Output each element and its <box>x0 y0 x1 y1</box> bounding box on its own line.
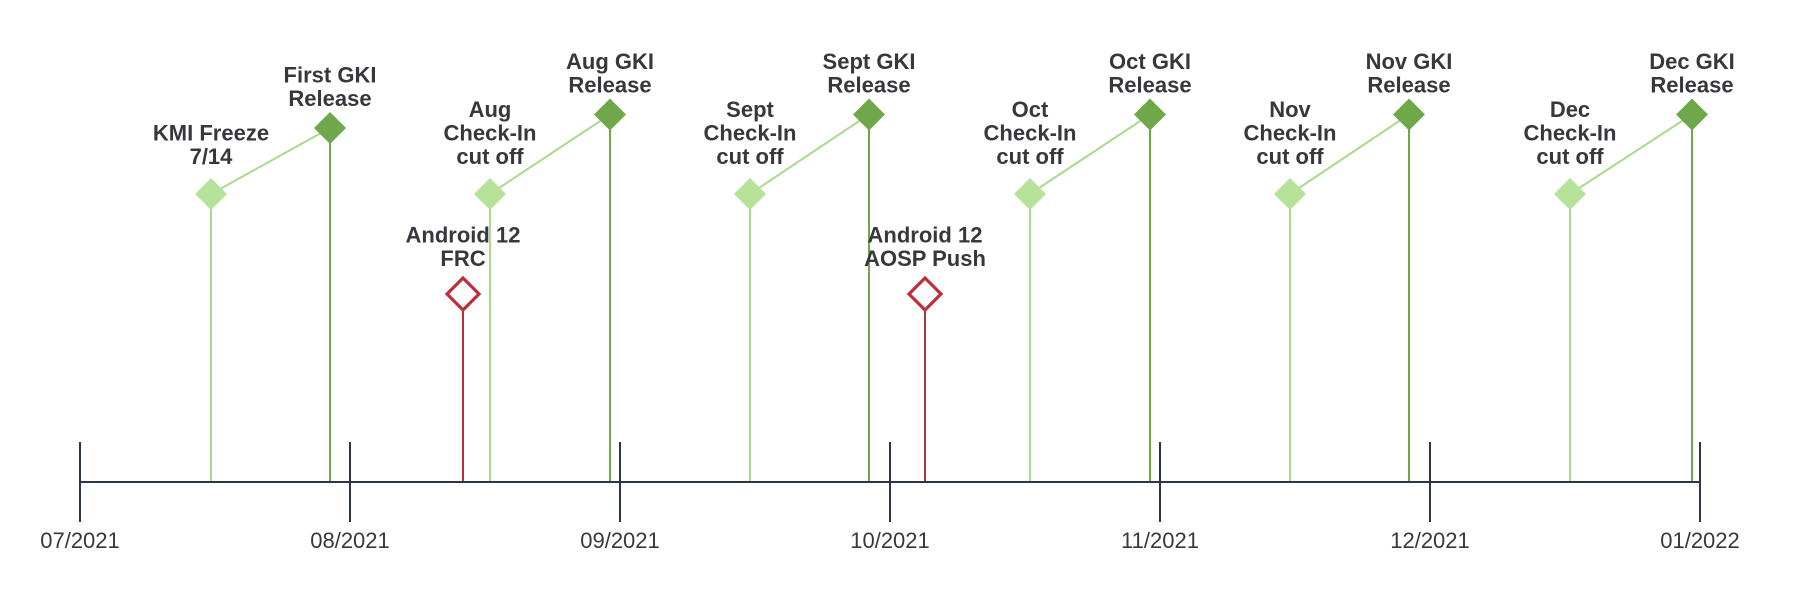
svg-text:First GKI: First GKI <box>284 63 377 88</box>
svg-text:Check-In: Check-In <box>984 121 1077 146</box>
svg-text:08/2021: 08/2021 <box>310 528 390 553</box>
svg-text:Oct: Oct <box>1012 97 1049 122</box>
svg-text:cut off: cut off <box>716 144 784 169</box>
svg-text:KMI Freeze: KMI Freeze <box>153 121 269 146</box>
svg-text:Aug: Aug <box>469 97 512 122</box>
svg-text:Nov: Nov <box>1269 97 1311 122</box>
svg-text:Nov GKI: Nov GKI <box>1366 49 1453 74</box>
svg-text:Check-In: Check-In <box>444 121 537 146</box>
svg-text:Sept: Sept <box>726 97 774 122</box>
svg-text:cut off: cut off <box>1536 144 1604 169</box>
svg-text:Dec: Dec <box>1550 97 1590 122</box>
svg-text:cut off: cut off <box>456 144 524 169</box>
svg-text:09/2021: 09/2021 <box>580 528 660 553</box>
svg-text:Check-In: Check-In <box>1244 121 1337 146</box>
svg-text:01/2022: 01/2022 <box>1660 528 1740 553</box>
svg-text:Release: Release <box>568 73 651 98</box>
svg-text:12/2021: 12/2021 <box>1390 528 1470 553</box>
svg-text:Android 12: Android 12 <box>406 223 521 248</box>
svg-text:Release: Release <box>1650 73 1733 98</box>
svg-text:AOSP Push: AOSP Push <box>864 246 986 271</box>
svg-text:Aug GKI: Aug GKI <box>566 49 654 74</box>
svg-text:Release: Release <box>288 86 371 111</box>
svg-text:10/2021: 10/2021 <box>850 528 930 553</box>
svg-text:Oct GKI: Oct GKI <box>1109 49 1191 74</box>
svg-text:Release: Release <box>1367 73 1450 98</box>
svg-text:Check-In: Check-In <box>1524 121 1617 146</box>
svg-text:07/2021: 07/2021 <box>40 528 120 553</box>
svg-text:Release: Release <box>827 73 910 98</box>
svg-text:Release: Release <box>1108 73 1191 98</box>
svg-text:FRC: FRC <box>440 246 485 271</box>
svg-text:7/14: 7/14 <box>190 144 234 169</box>
svg-text:cut off: cut off <box>996 144 1064 169</box>
svg-text:Dec GKI: Dec GKI <box>1649 49 1735 74</box>
svg-text:11/2021: 11/2021 <box>1121 528 1199 553</box>
svg-text:Check-In: Check-In <box>704 121 797 146</box>
svg-text:Sept GKI: Sept GKI <box>823 49 916 74</box>
svg-text:Android 12: Android 12 <box>868 223 983 248</box>
svg-text:cut off: cut off <box>1256 144 1324 169</box>
